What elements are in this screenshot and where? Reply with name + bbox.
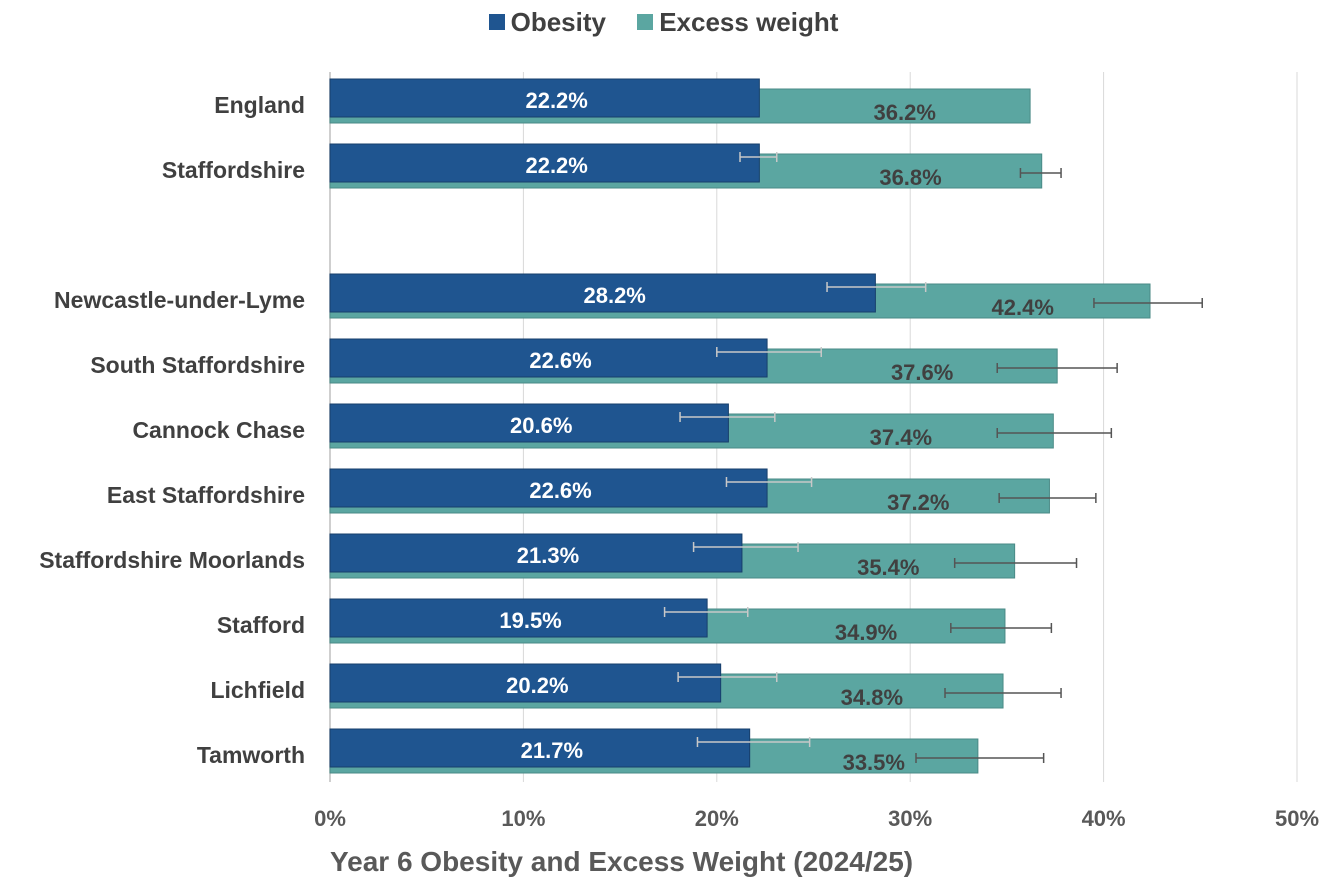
x-tick-label: 30% — [888, 806, 932, 831]
category-label-england: England — [214, 92, 305, 118]
obesity-bar-staffordshire — [329, 143, 760, 183]
category-label-cannock-chase: Cannock Chase — [132, 417, 305, 443]
legend-label-obesity: Obesity — [510, 6, 606, 37]
excess-weight-data-label-england: 36.2% — [874, 100, 936, 125]
category-label-south-staffordshire: South Staffordshire — [90, 352, 305, 378]
category-label-lichfield: Lichfield — [210, 677, 305, 703]
x-tick-label: 0% — [314, 806, 346, 831]
obesity-bar-staffordshire-moorlands — [329, 533, 743, 573]
category-label-east-staffordshire: East Staffordshire — [107, 482, 305, 508]
obesity-data-label-tamworth: 21.7% — [521, 738, 583, 763]
excess-weight-data-label-lichfield: 34.8% — [841, 685, 903, 710]
obesity-data-label-england: 22.2% — [525, 88, 587, 113]
excess-weight-data-label-south-staffordshire: 37.6% — [891, 360, 953, 385]
x-tick-label: 50% — [1275, 806, 1319, 831]
obesity-bar-tamworth — [329, 728, 751, 768]
chart-legend: Obesity Excess weight — [0, 6, 1327, 38]
obesity-data-label-cannock-chase: 20.6% — [510, 413, 572, 438]
obesity-data-label-newcastle-under-lyme: 28.2% — [583, 283, 645, 308]
obesity-data-label-east-staffordshire: 22.6% — [529, 478, 591, 503]
legend-swatch-obesity — [488, 14, 505, 30]
excess-weight-data-label-stafford: 34.9% — [835, 620, 897, 645]
obesity-bar-cannock-chase — [329, 403, 729, 443]
excess-weight-data-label-staffordshire-moorlands: 35.4% — [857, 555, 919, 580]
excess-weight-data-label-tamworth: 33.5% — [843, 750, 905, 775]
x-tick-label: 40% — [1082, 806, 1126, 831]
obesity-bar-east-staffordshire — [329, 468, 768, 508]
obesity-bar-stafford — [329, 598, 708, 638]
excess-weight-data-label-cannock-chase: 37.4% — [870, 425, 932, 450]
obesity-data-label-stafford: 19.5% — [499, 608, 561, 633]
legend-label-excess-weight: Excess weight — [659, 6, 839, 37]
obesity-data-label-lichfield: 20.2% — [506, 673, 568, 698]
obesity-bar-newcastle-under-lyme — [329, 273, 876, 313]
x-axis-title: Year 6 Obesity and Excess Weight (2024/2… — [330, 846, 914, 877]
category-label-staffordshire: Staffordshire — [162, 157, 305, 183]
x-tick-label: 20% — [695, 806, 739, 831]
obesity-data-label-staffordshire: 22.2% — [525, 153, 587, 178]
legend-item-excess-weight: Excess weight — [637, 7, 838, 38]
obesity-bar-south-staffordshire — [329, 338, 768, 378]
legend-item-obesity: Obesity — [488, 6, 606, 38]
obesity-data-label-staffordshire-moorlands: 21.3% — [517, 543, 579, 568]
x-tick-label: 10% — [501, 806, 545, 831]
obesity-bar-england — [329, 78, 760, 118]
legend-swatch-excess-weight — [637, 14, 654, 30]
category-label-staffordshire-moorlands: Staffordshire Moorlands — [39, 547, 305, 573]
category-label-tamworth: Tamworth — [197, 742, 305, 768]
category-label-stafford: Stafford — [217, 612, 305, 638]
obesity-data-label-south-staffordshire: 22.6% — [529, 348, 591, 373]
excess-weight-data-label-east-staffordshire: 37.2% — [887, 490, 949, 515]
excess-weight-data-label-staffordshire: 36.8% — [879, 165, 941, 190]
category-label-newcastle-under-lyme: Newcastle-under-Lyme — [54, 287, 305, 313]
excess-weight-data-label-newcastle-under-lyme: 42.4% — [992, 295, 1054, 320]
obesity-bar-lichfield — [329, 663, 722, 703]
